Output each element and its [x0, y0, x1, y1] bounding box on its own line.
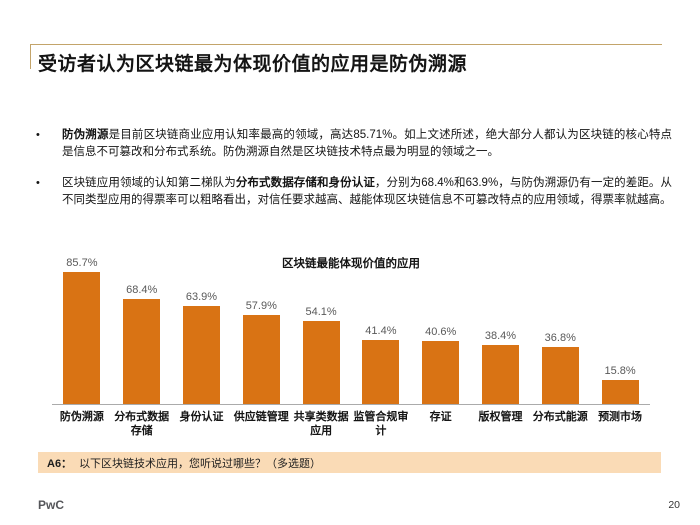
category-label: 分布式数据 存储	[114, 411, 170, 437]
bar-版权管理	[481, 345, 519, 404]
bar-分布式能源	[541, 347, 579, 404]
title-rule-vertical	[30, 44, 31, 69]
bar-共享类数据应用	[302, 321, 340, 404]
bar-value-label: 63.9%	[185, 291, 218, 303]
chart-column: 15.8%	[590, 252, 650, 404]
footnote-text: 以下区块链技术应用，您听说过哪些？（多选题）	[79, 457, 322, 470]
chart-column: 63.9%	[172, 252, 232, 404]
chart-column: 40.6%	[411, 252, 471, 404]
bar-身份认证	[182, 306, 220, 404]
bar-value-label: 68.4%	[126, 284, 158, 296]
chart-column: 57.9%	[231, 252, 291, 404]
bullet-marker: •	[36, 177, 40, 189]
bullet-text: 区块链应用领域的认知第二梯队为分布式数据存储和身份认证，分别为68.4%和63.…	[62, 177, 673, 206]
chart-category-axis: 防伪溯源 分布式数据 存储 身份认证 供应链管理 共享类数据 应用 监管合规审计 存证 版权管理分…	[52, 405, 650, 438]
bullet-marker: •	[36, 129, 40, 141]
category-label: 供应链管理	[233, 411, 289, 423]
bar-防伪溯源	[63, 272, 101, 404]
bar-value-label: 40.6%	[425, 326, 457, 338]
bar-value-label: 36.8%	[544, 332, 576, 344]
title-rule-horizontal	[30, 44, 662, 45]
category-label: 分布式能源	[532, 411, 588, 423]
bar-value-label: 15.8%	[604, 365, 636, 377]
category-label: 身份认证	[179, 411, 224, 423]
chart-column: 41.4%	[351, 252, 411, 404]
chart-title: 区块链最能体现价值的应用	[282, 258, 420, 270]
bar-value-label: 41.4%	[365, 325, 397, 337]
chart-column: 36.8%	[530, 252, 590, 404]
bar-value-label: 38.4%	[484, 330, 517, 342]
bullet-text: 防伪溯源是目前区块链商业应用认知率最高的领域，高达85.71%。如上文述所述，绝…	[62, 129, 673, 158]
bar-value-label: 54.1%	[305, 306, 337, 318]
chart-column: 54.1%	[291, 252, 351, 404]
bar-分布式数据存储	[123, 299, 161, 404]
footnote-bar: A6： 以下区块链技术应用，您听说过哪些？（多选题）	[38, 452, 661, 473]
pwc-logo: PwC	[38, 498, 65, 512]
category-label: 防伪溯源	[59, 411, 104, 423]
bar-供应链管理	[242, 315, 280, 404]
bar-value-label: 57.9%	[245, 300, 277, 312]
category-label: 预测市场	[598, 411, 643, 423]
chart-column: 68.4%	[112, 252, 172, 404]
bar-监管合规审计	[362, 340, 400, 404]
bar-value-label: 85.7%	[66, 257, 98, 269]
chart-plot-area: 85.7% 68.4% 63.9% 57.9% 54.1% 41.4% 40.6% 38.4%…	[52, 252, 650, 405]
chart-column: 85.7%	[52, 252, 112, 404]
category-label: 存证	[429, 411, 452, 423]
bar-存证	[422, 341, 460, 404]
chart-column: 38.4%	[471, 252, 531, 404]
bullet-list: • 防伪溯源是目前区块链商业应用认知率最高的领域，高达85.71%。如上文述所述，…	[36, 127, 672, 223]
category-label: 监管合规审计	[353, 411, 409, 437]
slide-title: 受访者认为区块链最为体现价值的应用是防伪溯源	[38, 54, 468, 75]
footnote-prefix: A6：	[47, 457, 73, 470]
bar-预测市场	[601, 380, 639, 404]
bullet-item-1: • 防伪溯源是目前区块链商业应用认知率最高的领域，高达85.71%。如上文述所述，…	[36, 127, 672, 161]
bar-chart: 区块链最能体现价值的应用 85.7% 68.4% 63.9% 57.9% 54.1% 41…	[52, 252, 650, 438]
category-label: 版权管理	[478, 411, 523, 423]
page-number: 20	[668, 499, 680, 511]
category-label: 共享类数据 应用	[293, 411, 349, 437]
bullet-item-2: • 区块链应用领域的认知第二梯队为分布式数据存储和身份认证，分别为68.4%和63…	[36, 175, 672, 209]
